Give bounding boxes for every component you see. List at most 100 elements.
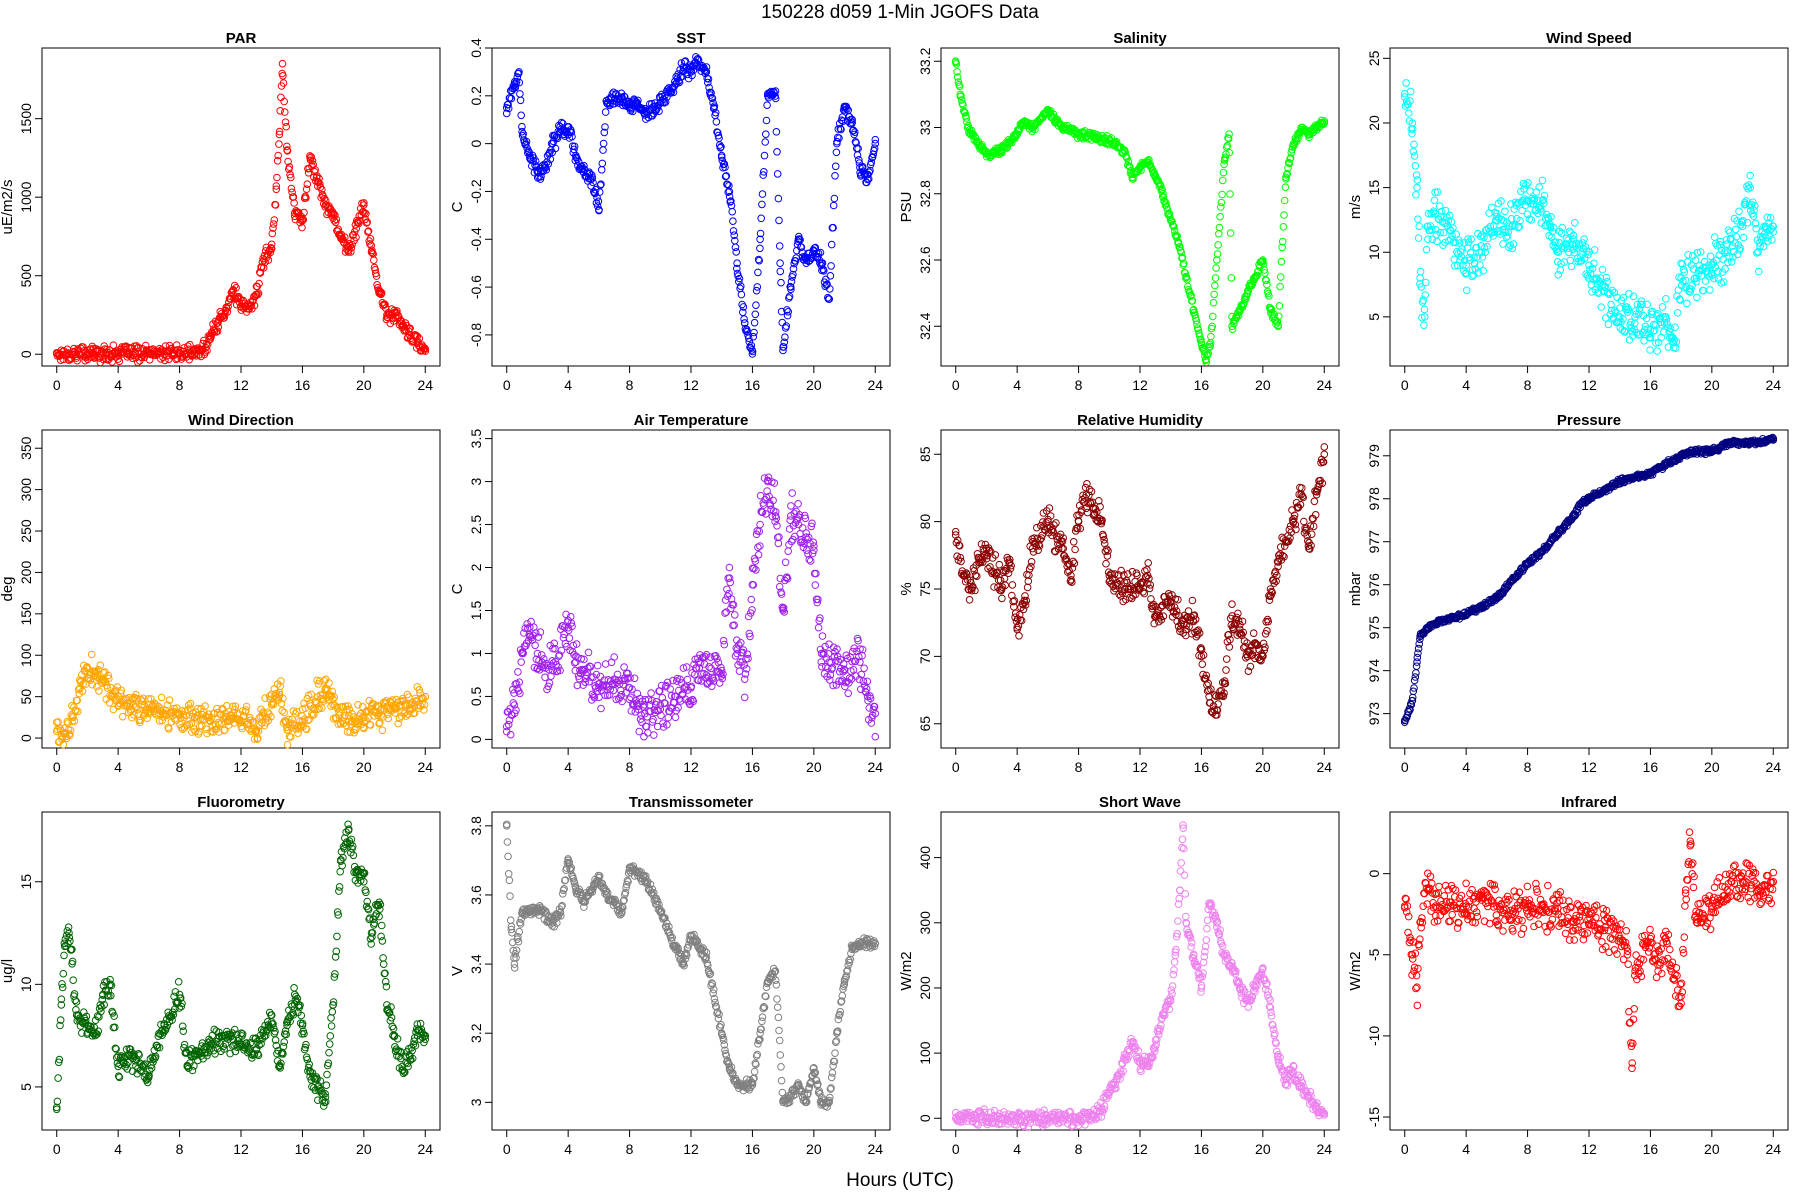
panel-3-point [1411, 162, 1420, 170]
panel-1-point [827, 240, 836, 249]
panel-0-point [131, 349, 139, 358]
panel-1-point [754, 268, 762, 277]
panel-5-point [788, 489, 797, 497]
panel-1-point [831, 172, 839, 180]
panel-1-ytick-label-5: 0.2 [468, 86, 484, 106]
panel-1-point [712, 118, 721, 126]
panel-1-point [775, 242, 784, 250]
panel-0-xtick-label-5: 20 [356, 377, 372, 393]
panel-2-point [1217, 198, 1226, 207]
panel-3-point [1410, 140, 1418, 149]
panel-0-point [264, 256, 273, 264]
panel-1-point [798, 248, 806, 256]
panel-2-point [1186, 289, 1194, 297]
panel-1-point [721, 163, 729, 171]
panel-1-point [518, 122, 526, 131]
panel-7-frame [1389, 429, 1789, 749]
panel-2-point [1286, 154, 1295, 162]
panel-2-point [1163, 206, 1172, 214]
panel-3-point [1604, 320, 1613, 329]
panel-1-point [619, 101, 627, 110]
panel-2-point [1187, 291, 1195, 299]
panel-0-point [263, 251, 272, 259]
panel-3-ytick-label-3: 20 [1366, 115, 1382, 131]
panel-5-point [650, 731, 658, 739]
panel-4-xtick-label-3: 12 [233, 759, 249, 775]
panel-3-point [1420, 321, 1428, 330]
panel-3-point [1415, 222, 1423, 230]
panel-1-xtick-label-4: 16 [745, 377, 761, 393]
panel-1-point [671, 80, 680, 88]
panel-0-point [330, 216, 339, 225]
panel-1-point [669, 88, 678, 97]
panel-7-ytick-label-0: 973 [1366, 702, 1382, 726]
panel-0-xtick-label-4: 16 [295, 377, 311, 393]
panel-4-ytick-label-3: 150 [18, 602, 34, 626]
panel-1-point [705, 83, 713, 92]
panel-0-point [269, 224, 277, 232]
panel-0-ytick-label-1: 500 [18, 264, 34, 288]
panel-3-xtick-label-2: 8 [1524, 377, 1532, 393]
panel-4-point [87, 650, 96, 659]
panel-2-point [962, 114, 971, 122]
panel-2-point [1218, 190, 1226, 199]
panel-7-ytick-label-5: 978 [1366, 487, 1382, 511]
panel-3-point [1598, 265, 1607, 274]
panel-2-point [1265, 292, 1273, 300]
panel-5-point [740, 693, 749, 702]
panel-7-ytick-label-2: 975 [1366, 616, 1382, 640]
panel-1-point [529, 157, 537, 165]
panel-1-point [545, 150, 553, 158]
panel-1-point [516, 96, 525, 105]
panel-1-point [762, 130, 770, 138]
panel-4-ylabel: deg [0, 576, 16, 601]
panel-4-ytick-label-0: 0 [18, 734, 34, 742]
panel-1-point [840, 104, 849, 112]
panel-1-point [789, 265, 798, 273]
panel-5-point [818, 632, 827, 640]
panel-2-point [1276, 282, 1284, 291]
panel-5-point [781, 558, 790, 567]
panel-5-xtick-label-3: 12 [683, 759, 699, 775]
panel-0-point [284, 157, 292, 166]
panel-3-xtick-label-4: 16 [1643, 377, 1659, 393]
panel-0-point [381, 300, 389, 309]
panel-0-point [360, 201, 368, 209]
panel-1-point [598, 159, 607, 168]
panel-3-point [1746, 171, 1754, 180]
panel-6-title: Relative Humidity [1077, 412, 1204, 429]
panel-2-point [1276, 273, 1285, 281]
panel-1-point [797, 243, 806, 251]
panel-2-point [1205, 343, 1213, 352]
panel-1-point [601, 123, 609, 131]
panel-1-point [716, 144, 725, 152]
panel-2-point [1181, 269, 1189, 277]
panel-2-point [1213, 250, 1222, 258]
panel-5-xtick-label-1: 4 [564, 759, 572, 775]
panel-1-point [549, 139, 557, 148]
panel-2-point [1226, 229, 1235, 237]
panel-1-point [837, 116, 846, 124]
panel-1-point [593, 202, 602, 210]
panel-0-ylabel: uE/m2/s [0, 179, 16, 234]
panel-1-point [763, 101, 771, 109]
panel-6-point [1015, 632, 1023, 640]
panel-0-point [352, 233, 360, 242]
panel-0-point [302, 194, 310, 202]
panel-1-point [761, 138, 770, 146]
panel-0-point [421, 345, 430, 353]
panel-1-point [753, 283, 762, 291]
panel-2-point [1224, 134, 1233, 143]
panel-0-point [321, 201, 330, 209]
panel-5-point [620, 663, 628, 671]
panel-0-point [383, 311, 391, 319]
panel-3-point [1527, 216, 1536, 224]
panel-0-point [191, 349, 199, 357]
panel-5-point [811, 581, 820, 589]
panel-2-ytick-label-3: 33 [917, 120, 933, 136]
panel-6-xtick-label-1: 4 [1013, 759, 1021, 775]
